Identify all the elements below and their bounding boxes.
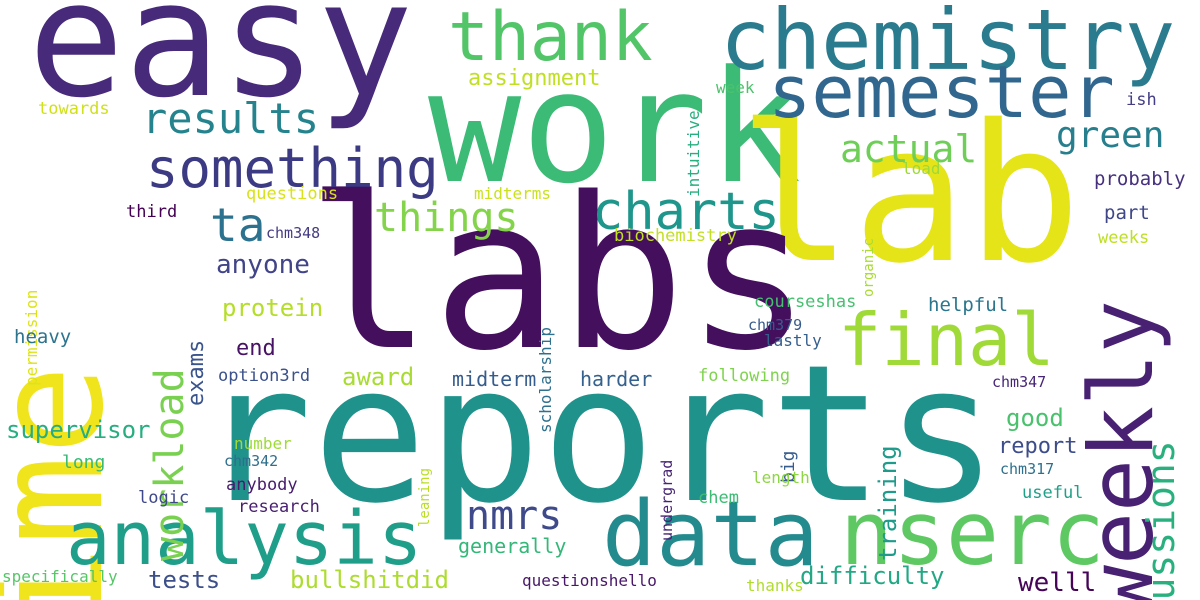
word-following: following (698, 366, 791, 386)
word-assignment: assignment (468, 66, 601, 91)
word-lab: lab (738, 84, 1082, 305)
word-data: data (602, 482, 819, 587)
word-charts: charts (592, 182, 780, 242)
word-ta: ta (210, 198, 266, 252)
word-award: award (342, 363, 415, 391)
word-semester: semester (768, 50, 1115, 134)
word-generally: generally (458, 534, 567, 558)
word-work: work (428, 37, 802, 218)
word-results: results (142, 94, 320, 143)
word-towards: towards (38, 99, 110, 119)
word-thank: thank (448, 0, 653, 77)
word-chm317: chm317 (1000, 460, 1055, 478)
word-lastly: lastly (764, 331, 822, 350)
word-harder: harder (580, 367, 653, 391)
word-labs: labs (306, 152, 812, 397)
word-anyone: anyone (216, 250, 310, 280)
word-reports: reports (198, 324, 999, 545)
word-logic: logic (138, 488, 190, 508)
word-green: green (1056, 115, 1165, 156)
word-questions: questions (246, 184, 339, 204)
word-part: part (1104, 202, 1150, 224)
word-tests: tests (148, 566, 221, 594)
word-final: final (838, 298, 1055, 382)
word-something: something (146, 137, 439, 200)
word-end: end (236, 336, 276, 361)
word-length: length (752, 468, 810, 487)
word-chm347: chm347 (992, 373, 1047, 391)
word-chm379: chm379 (748, 316, 803, 334)
word-long: long (62, 452, 106, 473)
word-nmrs: nmrs (466, 493, 563, 539)
word-research: research (238, 497, 320, 517)
word-good: good (1006, 404, 1064, 432)
word-chemistry: chemistry (720, 0, 1176, 89)
word-helpful: helpful (928, 294, 1009, 316)
word-nserc: nserc (840, 482, 1105, 585)
word-leaning: leaning (417, 467, 433, 527)
word-specifically: specifically (2, 567, 118, 586)
word-welll: welll (1018, 568, 1097, 598)
word-analysis: analysis (66, 496, 423, 582)
word-load: load (902, 159, 941, 178)
word-probably: probably (1094, 168, 1186, 190)
word-protein: protein (222, 294, 324, 322)
word-supervisor: supervisor (6, 416, 151, 444)
word-useful: useful (1022, 483, 1084, 503)
word-thanks: thanks (746, 576, 804, 595)
word-third: third (126, 202, 178, 222)
word-difficulty: difficulty (800, 562, 945, 590)
word-week: week (716, 78, 755, 97)
word-chem: chem (698, 488, 739, 508)
word-easy: easy (28, 0, 414, 133)
word-scholarship: scholarship (536, 327, 555, 433)
word-chm348: chm348 (266, 224, 321, 242)
word-bullshitdid: bullshitdid (290, 566, 449, 594)
word-courseshas: courseshas (754, 292, 857, 312)
word-actual: actual (840, 127, 978, 171)
word-weeks: weeks (1098, 228, 1150, 248)
word-intuitive: intuitive (684, 110, 703, 197)
word-ish: ish (1126, 90, 1157, 110)
word-exams: exams (184, 339, 209, 406)
word-midterm: midterm (452, 367, 537, 391)
word-midterms: midterms (474, 184, 552, 203)
word-biochemistry: biochemistry (614, 226, 737, 246)
word-anybody: anybody (226, 475, 298, 495)
word-chm342: chm342 (224, 452, 279, 470)
word-questionshello: questionshello (522, 571, 657, 590)
word-heavy: heavy (14, 326, 72, 348)
word-report: report (998, 434, 1078, 459)
word-number: number (234, 434, 292, 453)
word-discussions: discussions (1139, 440, 1183, 600)
word-option3rd: option3rd (218, 366, 311, 386)
word-organic: organic (861, 237, 877, 297)
word-undergrad: undergrad (658, 459, 676, 541)
word-things: things (374, 195, 519, 241)
word-training: training (874, 445, 902, 561)
